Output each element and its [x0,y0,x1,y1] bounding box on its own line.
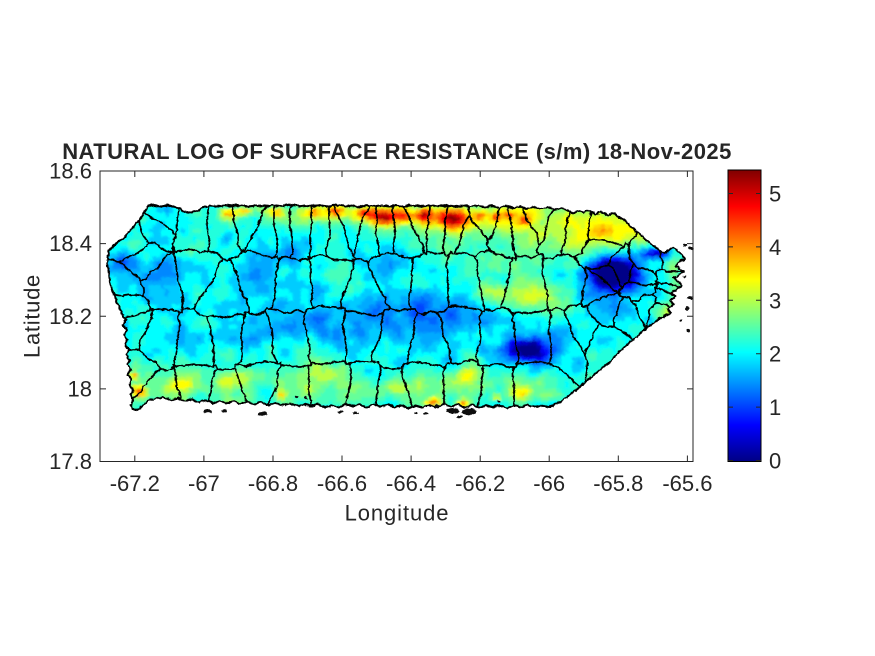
svg-text:-65.8: -65.8 [593,471,643,496]
svg-text:1: 1 [769,395,781,420]
svg-text:0: 0 [769,449,781,474]
svg-text:4: 4 [769,235,781,260]
svg-text:2: 2 [769,342,781,367]
svg-text:-66.4: -66.4 [386,471,436,496]
svg-text:-66.2: -66.2 [455,471,505,496]
svg-text:-66.8: -66.8 [248,471,298,496]
svg-text:Longitude: Longitude [345,501,450,526]
svg-text:18: 18 [68,376,92,401]
svg-text:NATURAL LOG OF SURFACE RESISTA: NATURAL LOG OF SURFACE RESISTANCE (s/m) … [62,139,732,164]
svg-text:-67.2: -67.2 [110,471,160,496]
svg-text:-66.6: -66.6 [317,471,367,496]
svg-text:3: 3 [769,288,781,313]
svg-text:18.4: 18.4 [49,231,92,256]
svg-text:18.6: 18.6 [49,159,92,184]
svg-text:17.8: 17.8 [49,449,92,474]
svg-text:-65.6: -65.6 [662,471,712,496]
svg-text:-67: -67 [188,471,220,496]
svg-text:-66: -66 [533,471,565,496]
svg-text:5: 5 [769,182,781,207]
svg-text:Latitude: Latitude [19,274,44,358]
svg-text:18.2: 18.2 [49,304,92,329]
